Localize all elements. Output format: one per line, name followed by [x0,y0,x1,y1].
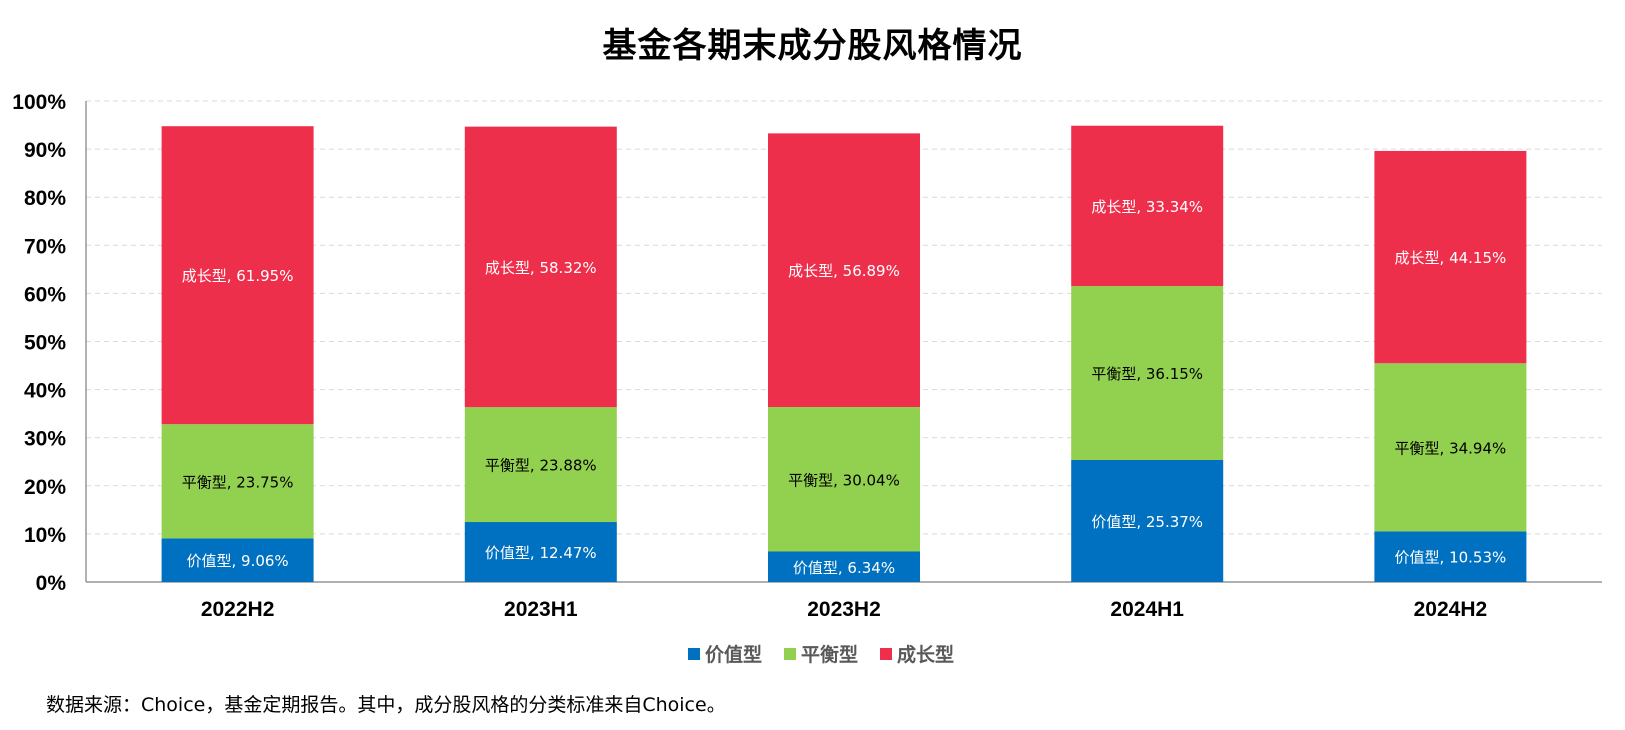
y-tick-label: 20% [24,476,66,499]
data-label: 价值型, 10.53% [1395,549,1507,567]
data-label: 价值型, 6.34% [793,559,895,577]
legend-swatch [784,648,796,660]
data-label: 成长型, 56.89% [788,262,900,280]
x-category-label: 2023H2 [807,598,881,621]
data-label: 价值型, 25.37% [1091,513,1203,531]
y-tick-label: 50% [24,332,66,355]
data-label: 平衡型, 23.88% [485,457,597,475]
data-label: 平衡型, 30.04% [788,471,900,489]
y-tick-label: 10% [24,524,66,547]
legend-label: 平衡型 [801,643,858,666]
data-label: 价值型, 9.06% [186,552,288,570]
bar-segment [161,424,314,539]
y-tick-label: 70% [24,235,66,258]
chart-title: 基金各期末成分股风格情况 [602,26,1023,66]
bar-segment [768,407,920,552]
x-category-label: 2024H2 [1414,598,1488,621]
y-tick-label: 30% [24,428,66,451]
data-label: 平衡型, 34.94% [1395,439,1507,457]
x-category-label: 2022H2 [201,598,275,621]
bar-segment [1374,363,1527,532]
bar-segment [464,522,617,582]
legend-swatch [880,648,892,660]
bar-segment [1071,125,1224,287]
bar-segment [1374,531,1527,582]
data-label: 价值型, 12.47% [485,544,597,562]
axes: 0% 10% 20% 30% 40% 50% 60% 70% 80% 90% 100% 2022H2 2… [12,91,1602,621]
y-tick-label: 90% [24,139,66,162]
data-labels: 价值型, 9.06% 平衡型, 23.75% 成长型, 61.95% 价值型, 12.… [182,198,1507,577]
legend-label: 成长型 [897,643,954,666]
data-label: 平衡型, 23.75% [182,473,294,491]
x-category-label: 2024H1 [1110,598,1184,621]
y-tick-label: 80% [24,187,66,210]
y-tick-label: 0% [36,572,67,595]
y-tick-label: 100% [12,91,66,114]
bar-segment [1071,286,1224,460]
bars [161,125,1527,582]
legend-label: 价值型 [705,643,762,666]
data-label: 成长型, 33.34% [1091,198,1203,216]
y-tick-label: 40% [24,380,66,403]
data-label: 成长型, 44.15% [1395,249,1507,267]
data-label: 成长型, 61.95% [182,267,294,285]
bar-segment [464,126,617,408]
bar-segment [161,126,314,425]
bar-segment [1374,150,1527,364]
legend-swatch [688,648,700,660]
y-tick-label: 60% [24,283,66,306]
source-footnote: 数据来源：Choice，基金定期报告。其中，成分股风格的分类标准来自Choice… [46,694,726,716]
bar-segment [464,407,617,523]
bar-segment [1071,459,1224,582]
bar-segment [768,551,920,582]
x-category-label: 2023H1 [504,598,578,621]
data-label: 平衡型, 36.15% [1091,365,1203,383]
bar-segment [161,538,314,582]
data-label: 成长型, 58.32% [485,259,597,277]
bar-segment [768,133,920,408]
legend: 价值型 平衡型 成长型 [688,643,954,666]
